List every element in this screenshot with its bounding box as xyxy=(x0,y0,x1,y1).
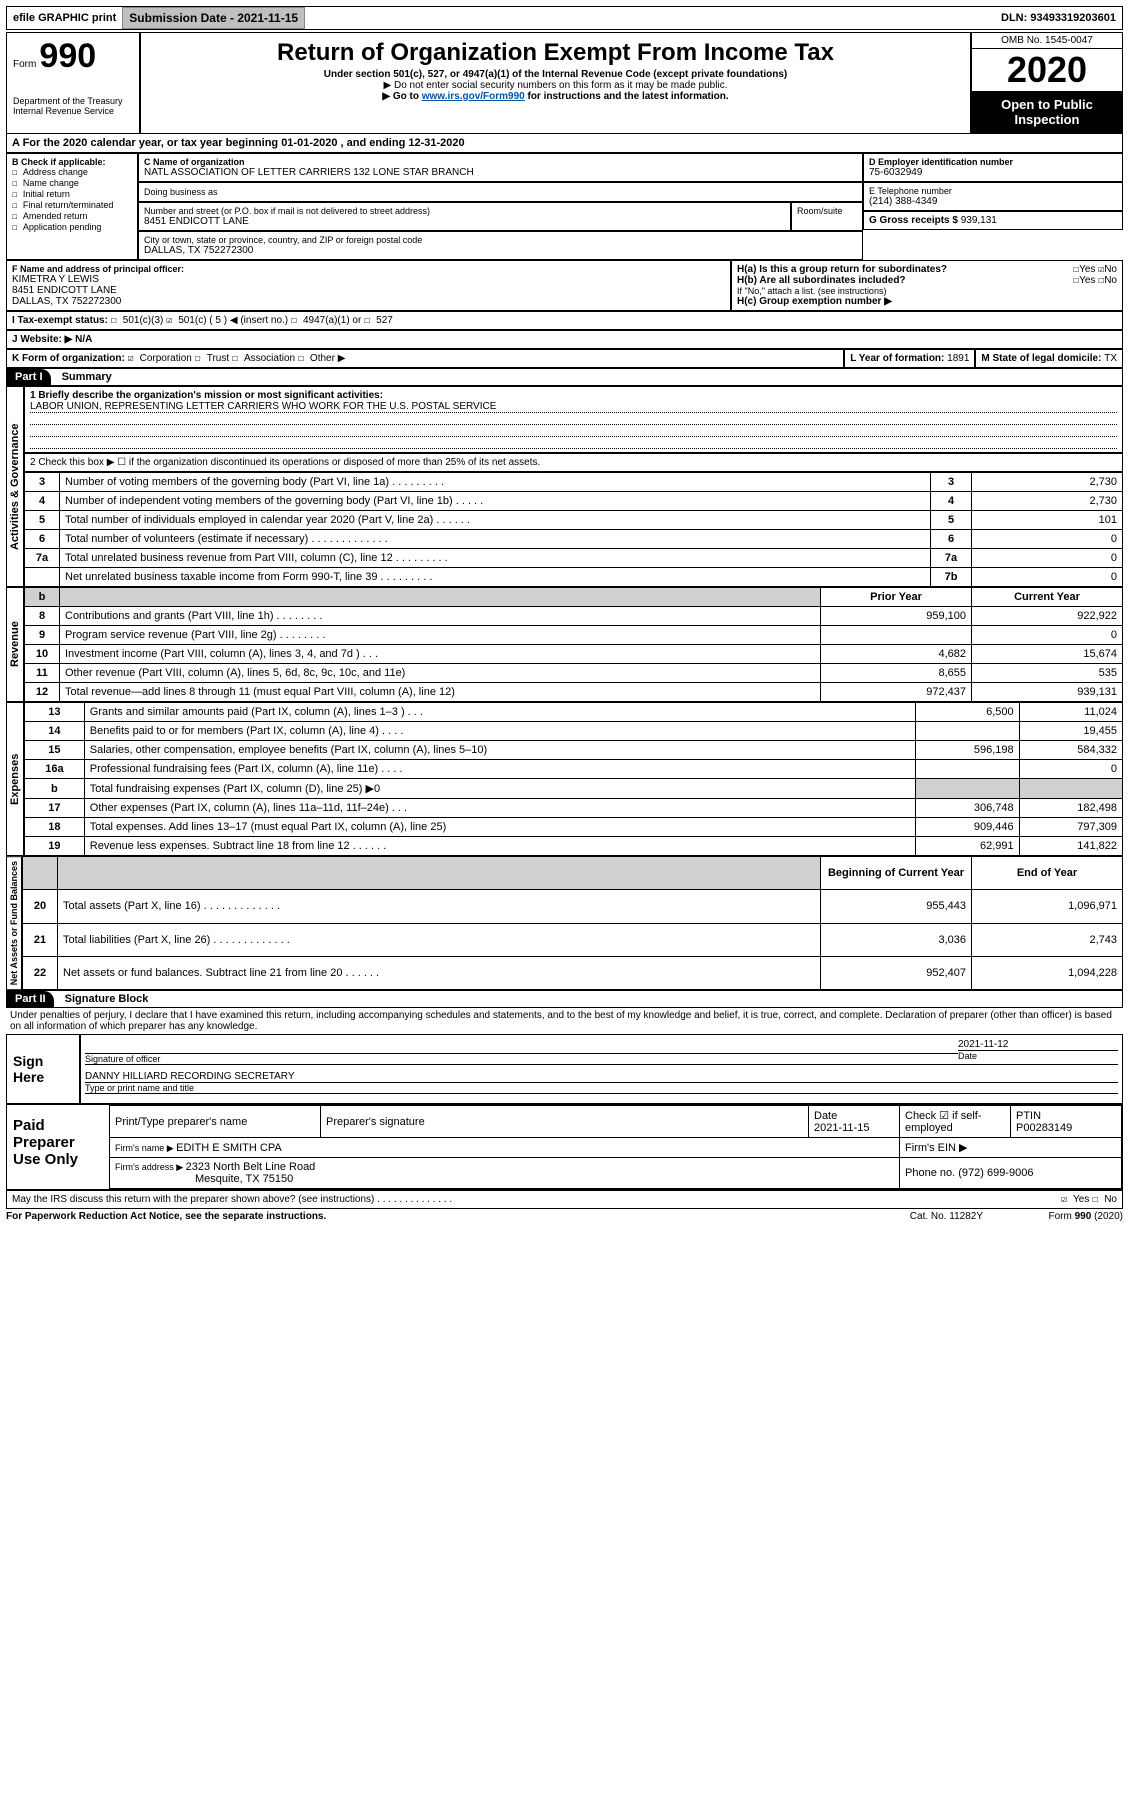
line-m: M State of legal domicile: TX xyxy=(975,349,1123,368)
irs-link[interactable]: www.irs.gov/Form990 xyxy=(422,91,525,102)
phone: (214) 388-4349 xyxy=(869,196,1117,207)
sig-date-label: Date xyxy=(958,1050,1118,1061)
ha-label: H(a) Is this a group return for subordin… xyxy=(737,264,947,275)
self-employed: Check ☑ if self-employed xyxy=(900,1106,1011,1138)
perjury-text: Under penalties of perjury, I declare th… xyxy=(6,1008,1123,1034)
officer-name: KIMETRA Y LEWIS xyxy=(12,274,725,285)
officer-typed-name: DANNY HILLIARD RECORDING SECRETARY xyxy=(85,1071,1118,1082)
dba-label: Doing business as xyxy=(144,187,218,197)
omb-label: OMB No. 1545-0047 xyxy=(972,33,1122,49)
ein: 75-6032949 xyxy=(869,167,1117,178)
l2: 2 Check this box ▶ ☐ if the organization… xyxy=(24,453,1123,472)
org-name: NATL ASSOCIATION OF LETTER CARRIERS 132 … xyxy=(144,167,857,178)
b-opt: ☐ Final return/terminated xyxy=(12,200,132,211)
hb-label: H(b) Are all subordinates included? xyxy=(737,275,906,286)
hc-label: H(c) Group exemption number ▶ xyxy=(737,296,1117,307)
sig-officer-label: Signature of officer xyxy=(85,1053,958,1064)
part2-hdr: Part II xyxy=(7,991,54,1007)
city: DALLAS, TX 752272300 xyxy=(144,245,857,256)
b-opt: ☐ Address change xyxy=(12,167,132,178)
side-governance: Activities & Governance xyxy=(6,386,24,587)
footer-left: For Paperwork Reduction Act Notice, see … xyxy=(6,1211,910,1222)
paid-preparer-label: Paid Preparer Use Only xyxy=(7,1105,109,1189)
b-opt: ☐ Application pending xyxy=(12,222,132,233)
sig-date: 2021-11-12 xyxy=(958,1039,1118,1050)
b-opt: ☐ Amended return xyxy=(12,211,132,222)
f-label: F Name and address of principal officer: xyxy=(12,264,725,274)
c-name-label: C Name of organization xyxy=(144,157,857,167)
subtitle1: Under section 501(c), 527, or 4947(a)(1)… xyxy=(145,69,966,80)
line-l: L Year of formation: 1891 xyxy=(844,349,975,368)
prep-sig-label: Preparer's signature xyxy=(321,1106,809,1138)
line-k: K Form of organization: ☑ Corporation ☐ … xyxy=(6,349,844,368)
entity-block: B Check if applicable: ☐ Address change … xyxy=(6,153,1123,260)
l1-label: 1 Briefly describe the organization's mi… xyxy=(30,390,1117,401)
top-bar: efile GRAPHIC print Submission Date - 20… xyxy=(6,6,1123,30)
prep-name-label: Print/Type preparer's name xyxy=(110,1106,321,1138)
d-label: D Employer identification number xyxy=(869,157,1117,167)
efile-label: efile GRAPHIC print xyxy=(7,9,122,27)
part1-hdr: Part I xyxy=(7,369,51,385)
sign-here-label: Sign Here xyxy=(7,1035,79,1103)
street: 8451 ENDICOTT LANE xyxy=(144,216,785,227)
form-title: Return of Organization Exempt From Incom… xyxy=(145,39,966,67)
street-label: Number and street (or P.O. box if mail i… xyxy=(144,206,785,216)
subtitle3-pre: ▶ Go to xyxy=(382,91,421,102)
officer-type-label: Type or print name and title xyxy=(85,1082,1118,1093)
subtitle3-post: for instructions and the latest informat… xyxy=(525,91,729,102)
form-label: Form xyxy=(13,59,36,70)
footer-right: Form 990 (2020) xyxy=(983,1211,1123,1222)
mission: LABOR UNION, REPRESENTING LETTER CARRIER… xyxy=(30,401,1117,413)
dln-label: DLN: 93493319203601 xyxy=(995,9,1122,27)
b-label: B Check if applicable: xyxy=(12,157,132,167)
form-header: Form 990 Department of the Treasury Inte… xyxy=(6,32,1123,134)
hb-note: If "No," attach a list. (see instruction… xyxy=(737,286,1117,296)
b-opt: ☐ Name change xyxy=(12,178,132,189)
side-expenses: Expenses xyxy=(6,702,24,856)
form-number: 990 xyxy=(39,37,96,75)
line-j: J Website: ▶ N/A xyxy=(6,330,1123,349)
room-label: Room/suite xyxy=(791,202,863,231)
city-label: City or town, state or province, country… xyxy=(144,235,857,245)
gross-receipts: 939,131 xyxy=(961,215,997,226)
side-netassets: Net Assets or Fund Balances xyxy=(6,856,22,990)
line-a: A For the 2020 calendar year, or tax yea… xyxy=(6,134,1123,153)
discuss-label: May the IRS discuss this return with the… xyxy=(12,1194,452,1205)
side-revenue: Revenue xyxy=(6,587,24,702)
firm-ein-label: Firm's EIN ▶ xyxy=(900,1138,1122,1158)
part2-title: Signature Block xyxy=(57,993,149,1005)
b-opt: ☐ Initial return xyxy=(12,189,132,200)
firm-name: EDITH E SMITH CPA xyxy=(176,1142,282,1154)
officer-addr2: DALLAS, TX 752272300 xyxy=(12,296,725,307)
footer-mid: Cat. No. 11282Y xyxy=(910,1211,983,1222)
tax-year: 2020 xyxy=(972,49,1122,91)
dept-label: Department of the Treasury Internal Reve… xyxy=(13,96,133,116)
e-label: E Telephone number xyxy=(869,186,1117,196)
subtitle2: ▶ Do not enter social security numbers o… xyxy=(145,80,966,91)
part1-title: Summary xyxy=(54,371,112,383)
g-label: G Gross receipts $ xyxy=(869,215,961,226)
inspection-label: Open to Public Inspection xyxy=(972,91,1122,133)
officer-addr1: 8451 ENDICOTT LANE xyxy=(12,285,725,296)
line-i: I Tax-exempt status: ☐ 501(c)(3) ☑ 501(c… xyxy=(6,311,1123,330)
submission-date-button[interactable]: Submission Date - 2021-11-15 xyxy=(122,7,305,29)
